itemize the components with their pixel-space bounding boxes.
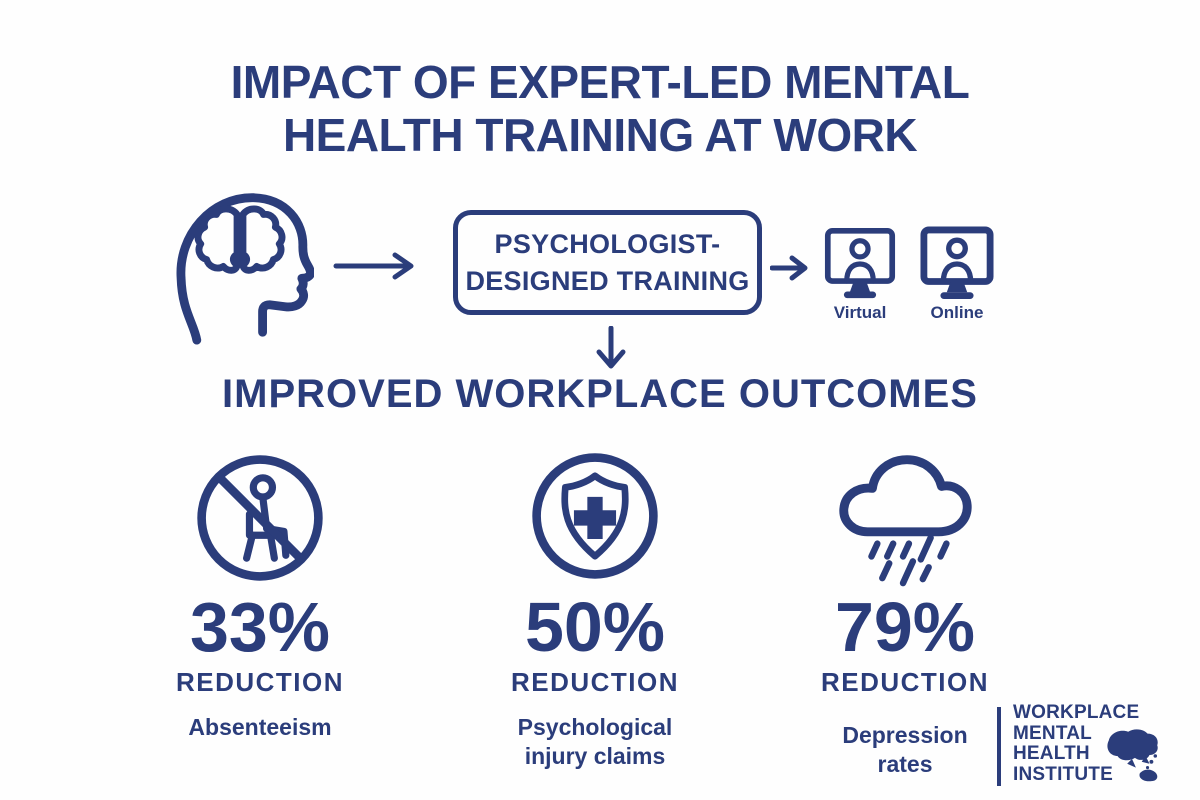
- head-with-brain-icon: [176, 193, 314, 345]
- training-box: PSYCHOLOGIST- DESIGNED TRAINING: [453, 210, 762, 315]
- shield-cross-icon: [532, 453, 658, 579]
- stat-description-absenteeism: Absenteeism: [188, 714, 332, 740]
- delivery-label-online: Online: [930, 303, 984, 322]
- no-absence-icon: [197, 455, 323, 581]
- logo-wordmark: WORKPLACE MENTAL HEALTH INSTITUTE: [1013, 702, 1140, 785]
- delivery-label-virtual: Virtual: [833, 303, 887, 322]
- training-box-line2: DESIGNED TRAINING: [465, 265, 750, 296]
- logo-line-mental: MENTAL: [1013, 722, 1092, 744]
- logo-divider-bar: [997, 707, 1001, 786]
- monitor-person-icon: [920, 226, 994, 300]
- stat-label-reduction: REDUCTION: [820, 667, 990, 697]
- page-title-line1: IMPACT OF EXPERT-LED MENTAL: [230, 56, 970, 108]
- arrow-right-icon: [770, 255, 808, 281]
- stat-description-injury-claims: Psychological injury claims: [517, 714, 673, 769]
- stat-label-reduction: REDUCTION: [510, 667, 680, 697]
- stat-percent-absenteeism: 33%: [189, 588, 331, 666]
- stat-label-reduction: REDUCTION: [175, 667, 345, 697]
- asia-pacific-globe-icon: [1107, 729, 1158, 782]
- monitor-person-icon: [824, 228, 896, 299]
- rain-cloud-icon: [839, 455, 972, 587]
- page-title-line2: HEALTH TRAINING AT WORK: [282, 109, 918, 161]
- page-title: IMPACT OF EXPERT-LED MENTAL HEALTH TRAIN…: [0, 56, 1200, 162]
- outcomes-heading: IMPROVED WORKPLACE OUTCOMES: [222, 372, 978, 416]
- stat-description-depression: Depression rates: [842, 722, 968, 777]
- logo-line-health: HEALTH: [1013, 743, 1090, 764]
- logo-line-institute: INSTITUTE: [1013, 763, 1113, 785]
- arrow-down-icon: [596, 326, 626, 369]
- stat-percent-injury-claims: 50%: [524, 588, 666, 666]
- arrow-right-icon: [333, 252, 414, 280]
- training-box-line1: PSYCHOLOGIST-: [494, 228, 721, 259]
- logo-line-workplace: WORKPLACE: [1013, 702, 1140, 723]
- stat-percent-depression: 79%: [834, 588, 976, 666]
